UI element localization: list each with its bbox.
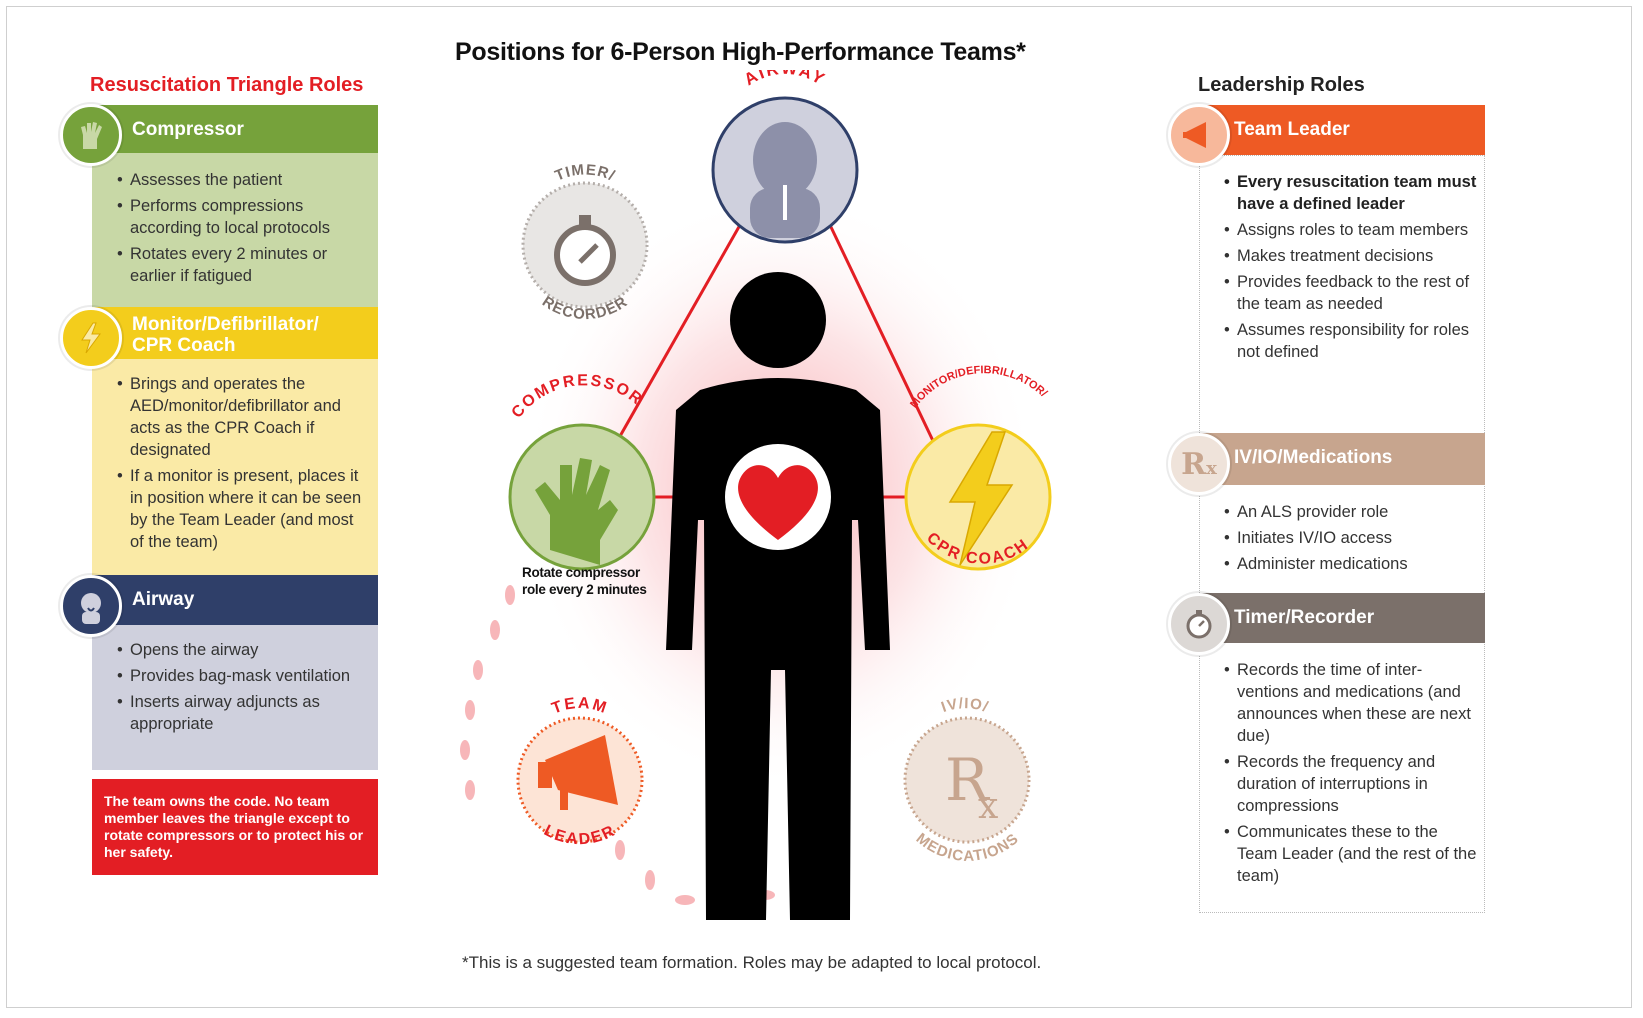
timer-item: Records the frequency and duration of in… — [1224, 751, 1477, 817]
team-leader-item: Assigns roles to team members — [1224, 219, 1477, 241]
compressor-item: Performs compressions according to local… — [117, 195, 370, 239]
timer-item: Records the time of inter-ventions and m… — [1224, 659, 1477, 747]
timer-card-header: Timer/Recorder — [1199, 593, 1485, 643]
stopwatch-icon — [1168, 593, 1230, 655]
airway-card: Airway Opens the airway Provides bag-mas… — [92, 575, 378, 770]
figure-title: Positions for 6-Person High-Performance … — [455, 38, 1026, 66]
megaphone-icon — [1168, 104, 1230, 166]
timer-card-body: Records the time of inter-ventions and m… — [1199, 643, 1485, 913]
timer-item: Communicates these to the Team Leader (a… — [1224, 821, 1477, 887]
iv-card-body: An ALS provider role Initiates IV/IO acc… — [1199, 485, 1485, 593]
monitor-item: If a monitor is present, places it in po… — [117, 465, 370, 553]
right-column-heading: Leadership Roles — [1198, 74, 1365, 96]
team-leader-card-body: Every resuscitation team must have a def… — [1199, 155, 1485, 435]
left-column-heading: Resuscitation Triangle Roles — [90, 74, 364, 96]
airway-label-path: AIRWAY — [741, 70, 828, 89]
iv-circle — [903, 716, 1031, 844]
timer-card: Timer/Recorder Records the time of inter… — [1199, 593, 1485, 913]
body-silhouette — [666, 272, 890, 920]
timer-label-top-path: TIMER/ — [553, 161, 617, 184]
team-leader-card-title: Team Leader — [1234, 119, 1350, 140]
iv-card: IV/IO/Medications An ALS provider role I… — [1199, 433, 1485, 593]
team-leader-card: Team Leader Every resuscitation team mus… — [1199, 105, 1485, 435]
iv-label-top: IV/IO/ — [939, 695, 991, 716]
team-leader-item: Every resuscitation team must have a def… — [1224, 171, 1477, 215]
rotate-compressor-note-text: Rotate compressor role every 2 minutes — [522, 565, 647, 597]
compressor-card-header: Compressor — [92, 105, 378, 153]
megaphone-icon — [538, 735, 618, 810]
compressor-card-title: Compressor — [132, 119, 244, 140]
team-leader-item: Provides feedback to the rest of the tea… — [1224, 271, 1477, 315]
airway-card-title: Airway — [132, 589, 195, 610]
leadership-dotted-frame — [1199, 155, 1485, 913]
rotate-compressor-note: Rotate compressor role every 2 minutes — [522, 564, 662, 598]
monitor-card-body: Brings and operates the AED/monitor/defi… — [92, 359, 378, 575]
team-leader-item: Assumes responsibility for roles not def… — [1224, 319, 1477, 363]
heart-icon — [738, 465, 818, 540]
timer-card-title: Timer/Recorder — [1234, 607, 1375, 628]
footnote: *This is a suggested team formation. Rol… — [462, 953, 1042, 972]
airway-person-icon — [750, 122, 820, 238]
rx-r: R — [1181, 446, 1207, 482]
team-label-top: TEAM — [550, 695, 611, 718]
compressor-item: Assesses the patient — [117, 169, 370, 191]
airway-card-header: Airway — [92, 575, 378, 625]
team-label-top-path: TEAM — [550, 695, 609, 718]
rx-symbol: R — [945, 746, 991, 814]
compressor-card-body: Assesses the patient Performs compressio… — [92, 153, 378, 307]
airway-item: Opens the airway — [117, 639, 370, 661]
iv-card-title: IV/IO/Medications — [1234, 447, 1393, 468]
iv-item: An ALS provider role — [1224, 501, 1477, 523]
stopwatch-crown — [579, 215, 591, 225]
airway-label: AIRWAY — [741, 70, 830, 89]
airway-item: Inserts airway adjuncts as appropriate — [117, 691, 370, 735]
team-owns-code-alert: The team owns the code. No team member l… — [92, 779, 378, 875]
airway-person-icon — [60, 575, 122, 637]
lightning-bolt-icon — [948, 431, 1014, 566]
team-diagram: AIRWAY TIMER/ RECORDER COMPRESSOR MONITO… — [460, 70, 1052, 920]
iv-label-top-path: IV/IO/ — [939, 695, 990, 716]
compressor-hand-icon — [535, 458, 618, 565]
iv-card-header: IV/IO/Medications — [1199, 433, 1485, 485]
airway-item: Provides bag-mask ventilation — [117, 665, 370, 687]
monitor-card-header: Monitor/Defibrillator/ CPR Coach — [92, 307, 378, 359]
airway-card-body: Opens the airway Provides bag-mask venti… — [92, 625, 378, 770]
compressor-item: Rotates every 2 minutes or earlier if fa… — [117, 243, 370, 287]
rx-subscript: x — [978, 786, 998, 827]
compressor-card: Compressor Assesses the patient Performs… — [92, 105, 378, 307]
monitor-card: Monitor/Defibrillator/ CPR Coach Brings … — [92, 307, 378, 575]
monitor-card-title: Monitor/Defibrillator/ CPR Coach — [132, 314, 319, 356]
iv-item: Administer medications — [1224, 553, 1477, 575]
timer-label-top: TIMER/ — [553, 161, 618, 184]
rx-x: x — [1206, 457, 1217, 479]
rx-icon: Rx — [1168, 433, 1230, 495]
hand-icon — [60, 104, 122, 166]
team-leader-card-header: Team Leader — [1199, 105, 1485, 155]
iv-item: Initiates IV/IO access — [1224, 527, 1477, 549]
monitor-item: Brings and operates the AED/monitor/defi… — [117, 373, 370, 461]
team-leader-item: Makes treatment decisions — [1224, 245, 1477, 267]
lightning-icon — [60, 307, 122, 369]
stopwatch-hand — [578, 243, 599, 264]
